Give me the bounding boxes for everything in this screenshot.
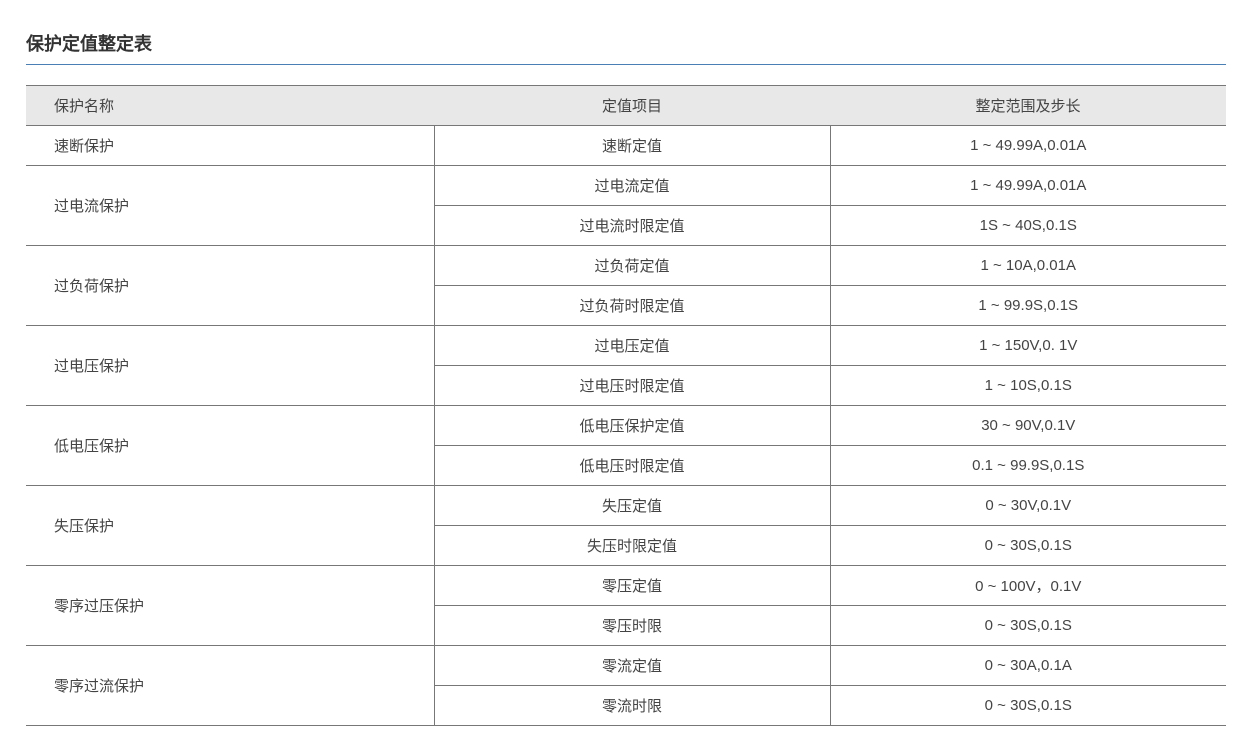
cell-setting-item: 失压时限定值 — [434, 526, 830, 566]
header-protection-name: 保护名称 — [26, 86, 434, 126]
cell-setting-item: 过负荷时限定值 — [434, 286, 830, 326]
cell-setting-item: 低电压保护定值 — [434, 406, 830, 446]
cell-range-step: 0 ~ 30S,0.1S — [830, 686, 1226, 726]
cell-range-step: 0 ~ 30S,0.1S — [830, 526, 1226, 566]
cell-setting-item: 零压定值 — [434, 566, 830, 606]
title-underline — [26, 64, 1226, 65]
cell-protection-name: 低电压保护 — [26, 406, 434, 486]
table-row: 过负荷保护过负荷定值1 ~ 10A,0.01A — [26, 246, 1226, 286]
table-row: 零序过压保护零压定值0 ~ 100V，0.1V — [26, 566, 1226, 606]
cell-protection-name: 过电流保护 — [26, 166, 434, 246]
cell-protection-name: 零序过流保护 — [26, 646, 434, 726]
table-row: 过电压保护过电压定值1 ~ 150V,0. 1V — [26, 326, 1226, 366]
cell-range-step: 0 ~ 30A,0.1A — [830, 646, 1226, 686]
cell-protection-name: 失压保护 — [26, 486, 434, 566]
cell-setting-item: 零流时限 — [434, 686, 830, 726]
cell-range-step: 0 ~ 30S,0.1S — [830, 606, 1226, 646]
cell-setting-item: 失压定值 — [434, 486, 830, 526]
cell-protection-name: 过负荷保护 — [26, 246, 434, 326]
cell-setting-item: 过电压时限定值 — [434, 366, 830, 406]
cell-setting-item: 过负荷定值 — [434, 246, 830, 286]
cell-range-step: 1 ~ 99.9S,0.1S — [830, 286, 1226, 326]
table-body: 速断保护速断定值1 ~ 49.99A,0.01A过电流保护过电流定值1 ~ 49… — [26, 126, 1226, 726]
table-title: 保护定值整定表 — [26, 30, 1226, 56]
cell-range-step: 0 ~ 100V，0.1V — [830, 566, 1226, 606]
cell-range-step: 30 ~ 90V,0.1V — [830, 406, 1226, 446]
cell-range-step: 0 ~ 30V,0.1V — [830, 486, 1226, 526]
cell-protection-name: 速断保护 — [26, 126, 434, 166]
table-row: 过电流保护过电流定值1 ~ 49.99A,0.01A — [26, 166, 1226, 206]
cell-protection-name: 过电压保护 — [26, 326, 434, 406]
cell-range-step: 1 ~ 10S,0.1S — [830, 366, 1226, 406]
settings-table: 保护名称 定值项目 整定范围及步长 速断保护速断定值1 ~ 49.99A,0.0… — [26, 85, 1226, 726]
table-header-row: 保护名称 定值项目 整定范围及步长 — [26, 86, 1226, 126]
header-setting-item: 定值项目 — [434, 86, 830, 126]
header-range-step: 整定范围及步长 — [830, 86, 1226, 126]
cell-setting-item: 速断定值 — [434, 126, 830, 166]
table-row: 低电压保护低电压保护定值30 ~ 90V,0.1V — [26, 406, 1226, 446]
cell-setting-item: 低电压时限定值 — [434, 446, 830, 486]
cell-range-step: 1 ~ 49.99A,0.01A — [830, 166, 1226, 206]
table-row: 速断保护速断定值1 ~ 49.99A,0.01A — [26, 126, 1226, 166]
cell-setting-item: 过电压定值 — [434, 326, 830, 366]
cell-range-step: 0.1 ~ 99.9S,0.1S — [830, 446, 1226, 486]
table-row: 失压保护失压定值0 ~ 30V,0.1V — [26, 486, 1226, 526]
cell-setting-item: 过电流定值 — [434, 166, 830, 206]
table-row: 零序过流保护零流定值0 ~ 30A,0.1A — [26, 646, 1226, 686]
cell-protection-name: 零序过压保护 — [26, 566, 434, 646]
cell-range-step: 1 ~ 10A,0.01A — [830, 246, 1226, 286]
cell-range-step: 1 ~ 49.99A,0.01A — [830, 126, 1226, 166]
cell-setting-item: 零压时限 — [434, 606, 830, 646]
cell-setting-item: 零流定值 — [434, 646, 830, 686]
cell-setting-item: 过电流时限定值 — [434, 206, 830, 246]
cell-range-step: 1 ~ 150V,0. 1V — [830, 326, 1226, 366]
cell-range-step: 1S ~ 40S,0.1S — [830, 206, 1226, 246]
